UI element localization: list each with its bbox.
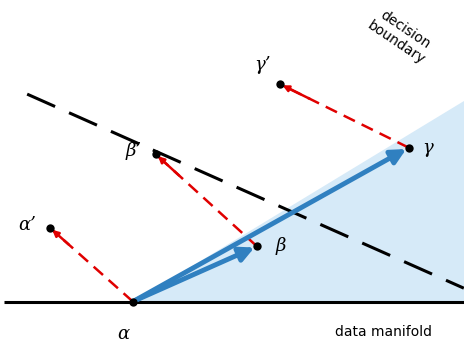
- Text: α’: α’: [18, 216, 37, 233]
- Text: decision
boundary: decision boundary: [364, 5, 436, 68]
- Text: α: α: [117, 325, 130, 343]
- Text: data manifold: data manifold: [335, 325, 432, 339]
- Text: β’: β’: [126, 142, 142, 160]
- Text: γ’: γ’: [254, 56, 271, 74]
- Text: γ: γ: [423, 139, 433, 157]
- Text: β: β: [275, 237, 286, 256]
- Polygon shape: [133, 101, 464, 302]
